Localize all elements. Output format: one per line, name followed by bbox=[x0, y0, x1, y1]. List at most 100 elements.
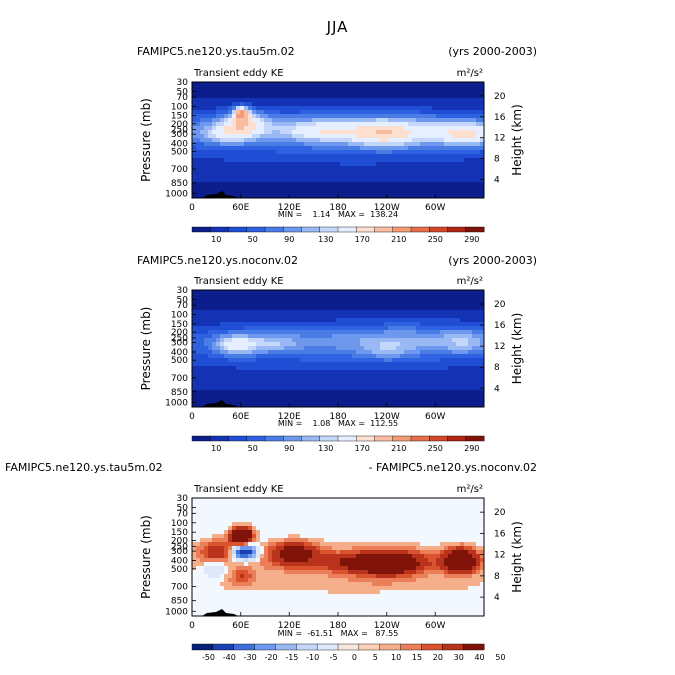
heatmap-cell bbox=[464, 386, 469, 391]
heatmap-cell bbox=[288, 506, 293, 511]
heatmap-cell bbox=[252, 326, 257, 331]
heatmap-cell bbox=[304, 298, 309, 303]
heatmap-cell bbox=[248, 402, 253, 407]
heatmap-cell bbox=[352, 166, 357, 171]
heatmap-cell bbox=[228, 122, 233, 127]
heatmap-cell bbox=[408, 326, 413, 331]
heatmap-cell bbox=[304, 90, 309, 95]
heatmap-cell bbox=[400, 398, 405, 403]
heatmap-cell bbox=[272, 114, 277, 119]
heatmap-cell bbox=[448, 506, 453, 511]
heatmap-cell bbox=[232, 82, 237, 87]
heatmap-cell bbox=[272, 398, 277, 403]
heatmap-cell bbox=[304, 498, 309, 503]
colorbar-swatch bbox=[301, 226, 321, 233]
heatmap-cell bbox=[376, 362, 381, 367]
heatmap-cell bbox=[464, 378, 469, 383]
heatmap-cell bbox=[364, 298, 369, 303]
heatmap-cell bbox=[244, 150, 249, 155]
heatmap-cell bbox=[352, 98, 357, 103]
heatmap-cell bbox=[288, 154, 293, 159]
heatmap-cell bbox=[440, 318, 445, 323]
heatmap-cell bbox=[416, 118, 421, 123]
heatmap-cell bbox=[224, 518, 229, 523]
heatmap-cell bbox=[476, 122, 481, 127]
heatmap-cell bbox=[416, 294, 421, 299]
heatmap-cell bbox=[324, 394, 329, 399]
heatmap-cell bbox=[404, 326, 409, 331]
heatmap-cell bbox=[452, 158, 457, 163]
heatmap-cell bbox=[348, 386, 353, 391]
heatmap-cell bbox=[284, 102, 289, 107]
heatmap-cell bbox=[464, 102, 469, 107]
heatmap-cell bbox=[300, 114, 305, 119]
heatmap-cell bbox=[480, 322, 485, 327]
heatmap-cell bbox=[292, 350, 297, 355]
heatmap-cell bbox=[256, 178, 261, 183]
heatmap-cell bbox=[436, 338, 441, 343]
heatmap-cell bbox=[288, 126, 293, 131]
heatmap-cell bbox=[420, 126, 425, 131]
heatmap-cell bbox=[256, 90, 261, 95]
colorbar-label: 90 bbox=[284, 235, 294, 244]
heatmap-cell bbox=[400, 150, 405, 155]
heatmap-cell bbox=[444, 190, 449, 195]
heatmap-cell bbox=[468, 178, 473, 183]
heatmap-cell bbox=[224, 350, 229, 355]
heatmap-cell bbox=[360, 518, 365, 523]
heatmap-cell bbox=[296, 506, 301, 511]
heatmap-cell bbox=[256, 394, 261, 399]
heatmap-cell bbox=[204, 498, 209, 503]
heatmap-cell bbox=[480, 378, 485, 383]
heatmap-cell bbox=[456, 90, 461, 95]
heatmap-cell bbox=[268, 166, 273, 171]
heatmap-cell bbox=[436, 134, 441, 139]
heatmap-cell bbox=[424, 502, 429, 507]
heatmap-cell bbox=[304, 106, 309, 111]
heatmap-cell bbox=[432, 90, 437, 95]
heatmap-cell bbox=[436, 378, 441, 383]
heatmap-cell bbox=[448, 370, 453, 375]
heatmap-cell bbox=[304, 158, 309, 163]
heatmap-cell bbox=[332, 306, 337, 311]
heatmap-cell bbox=[320, 314, 325, 319]
heatmap-cell bbox=[196, 306, 201, 311]
heatmap-cell bbox=[464, 122, 469, 127]
heatmap-cell bbox=[364, 138, 369, 143]
heatmap-cell bbox=[440, 358, 445, 363]
heatmap-cell bbox=[464, 158, 469, 163]
heatmap-cell bbox=[324, 190, 329, 195]
heatmap-cell bbox=[372, 506, 377, 511]
heatmap-cell bbox=[412, 358, 417, 363]
heatmap-cell bbox=[320, 382, 325, 387]
heatmap-cell bbox=[272, 134, 277, 139]
heatmap-cell bbox=[316, 310, 321, 315]
heatmap-cell bbox=[356, 386, 361, 391]
heatmap-cell bbox=[236, 334, 241, 339]
heatmap-cell bbox=[384, 162, 389, 167]
heatmap-cell bbox=[396, 350, 401, 355]
heatmap-cell bbox=[460, 186, 465, 191]
heatmap-cell bbox=[408, 306, 413, 311]
heatmap-cell bbox=[192, 298, 197, 303]
heatmap-cell bbox=[416, 102, 421, 107]
heatmap-cell bbox=[292, 118, 297, 123]
heatmap-cell bbox=[372, 302, 377, 307]
heatmap-cell bbox=[300, 294, 305, 299]
heatmap-cell bbox=[452, 506, 457, 511]
heatmap-cell bbox=[220, 106, 225, 111]
heatmap-cell bbox=[332, 330, 337, 335]
heatmap-cell bbox=[404, 330, 409, 335]
heatmap-cell bbox=[396, 298, 401, 303]
heatmap-cell bbox=[340, 194, 345, 199]
heatmap-cell bbox=[276, 522, 281, 527]
colorbar-label: 290 bbox=[464, 235, 479, 244]
heatmap-cell bbox=[244, 366, 249, 371]
heatmap-cell bbox=[312, 150, 317, 155]
heatmap-cell bbox=[308, 138, 313, 143]
heatmap-cell bbox=[308, 178, 313, 183]
heatmap-cell bbox=[356, 98, 361, 103]
heatmap-cell bbox=[224, 334, 229, 339]
heatmap-cell bbox=[332, 174, 337, 179]
heatmap-cell bbox=[364, 370, 369, 375]
